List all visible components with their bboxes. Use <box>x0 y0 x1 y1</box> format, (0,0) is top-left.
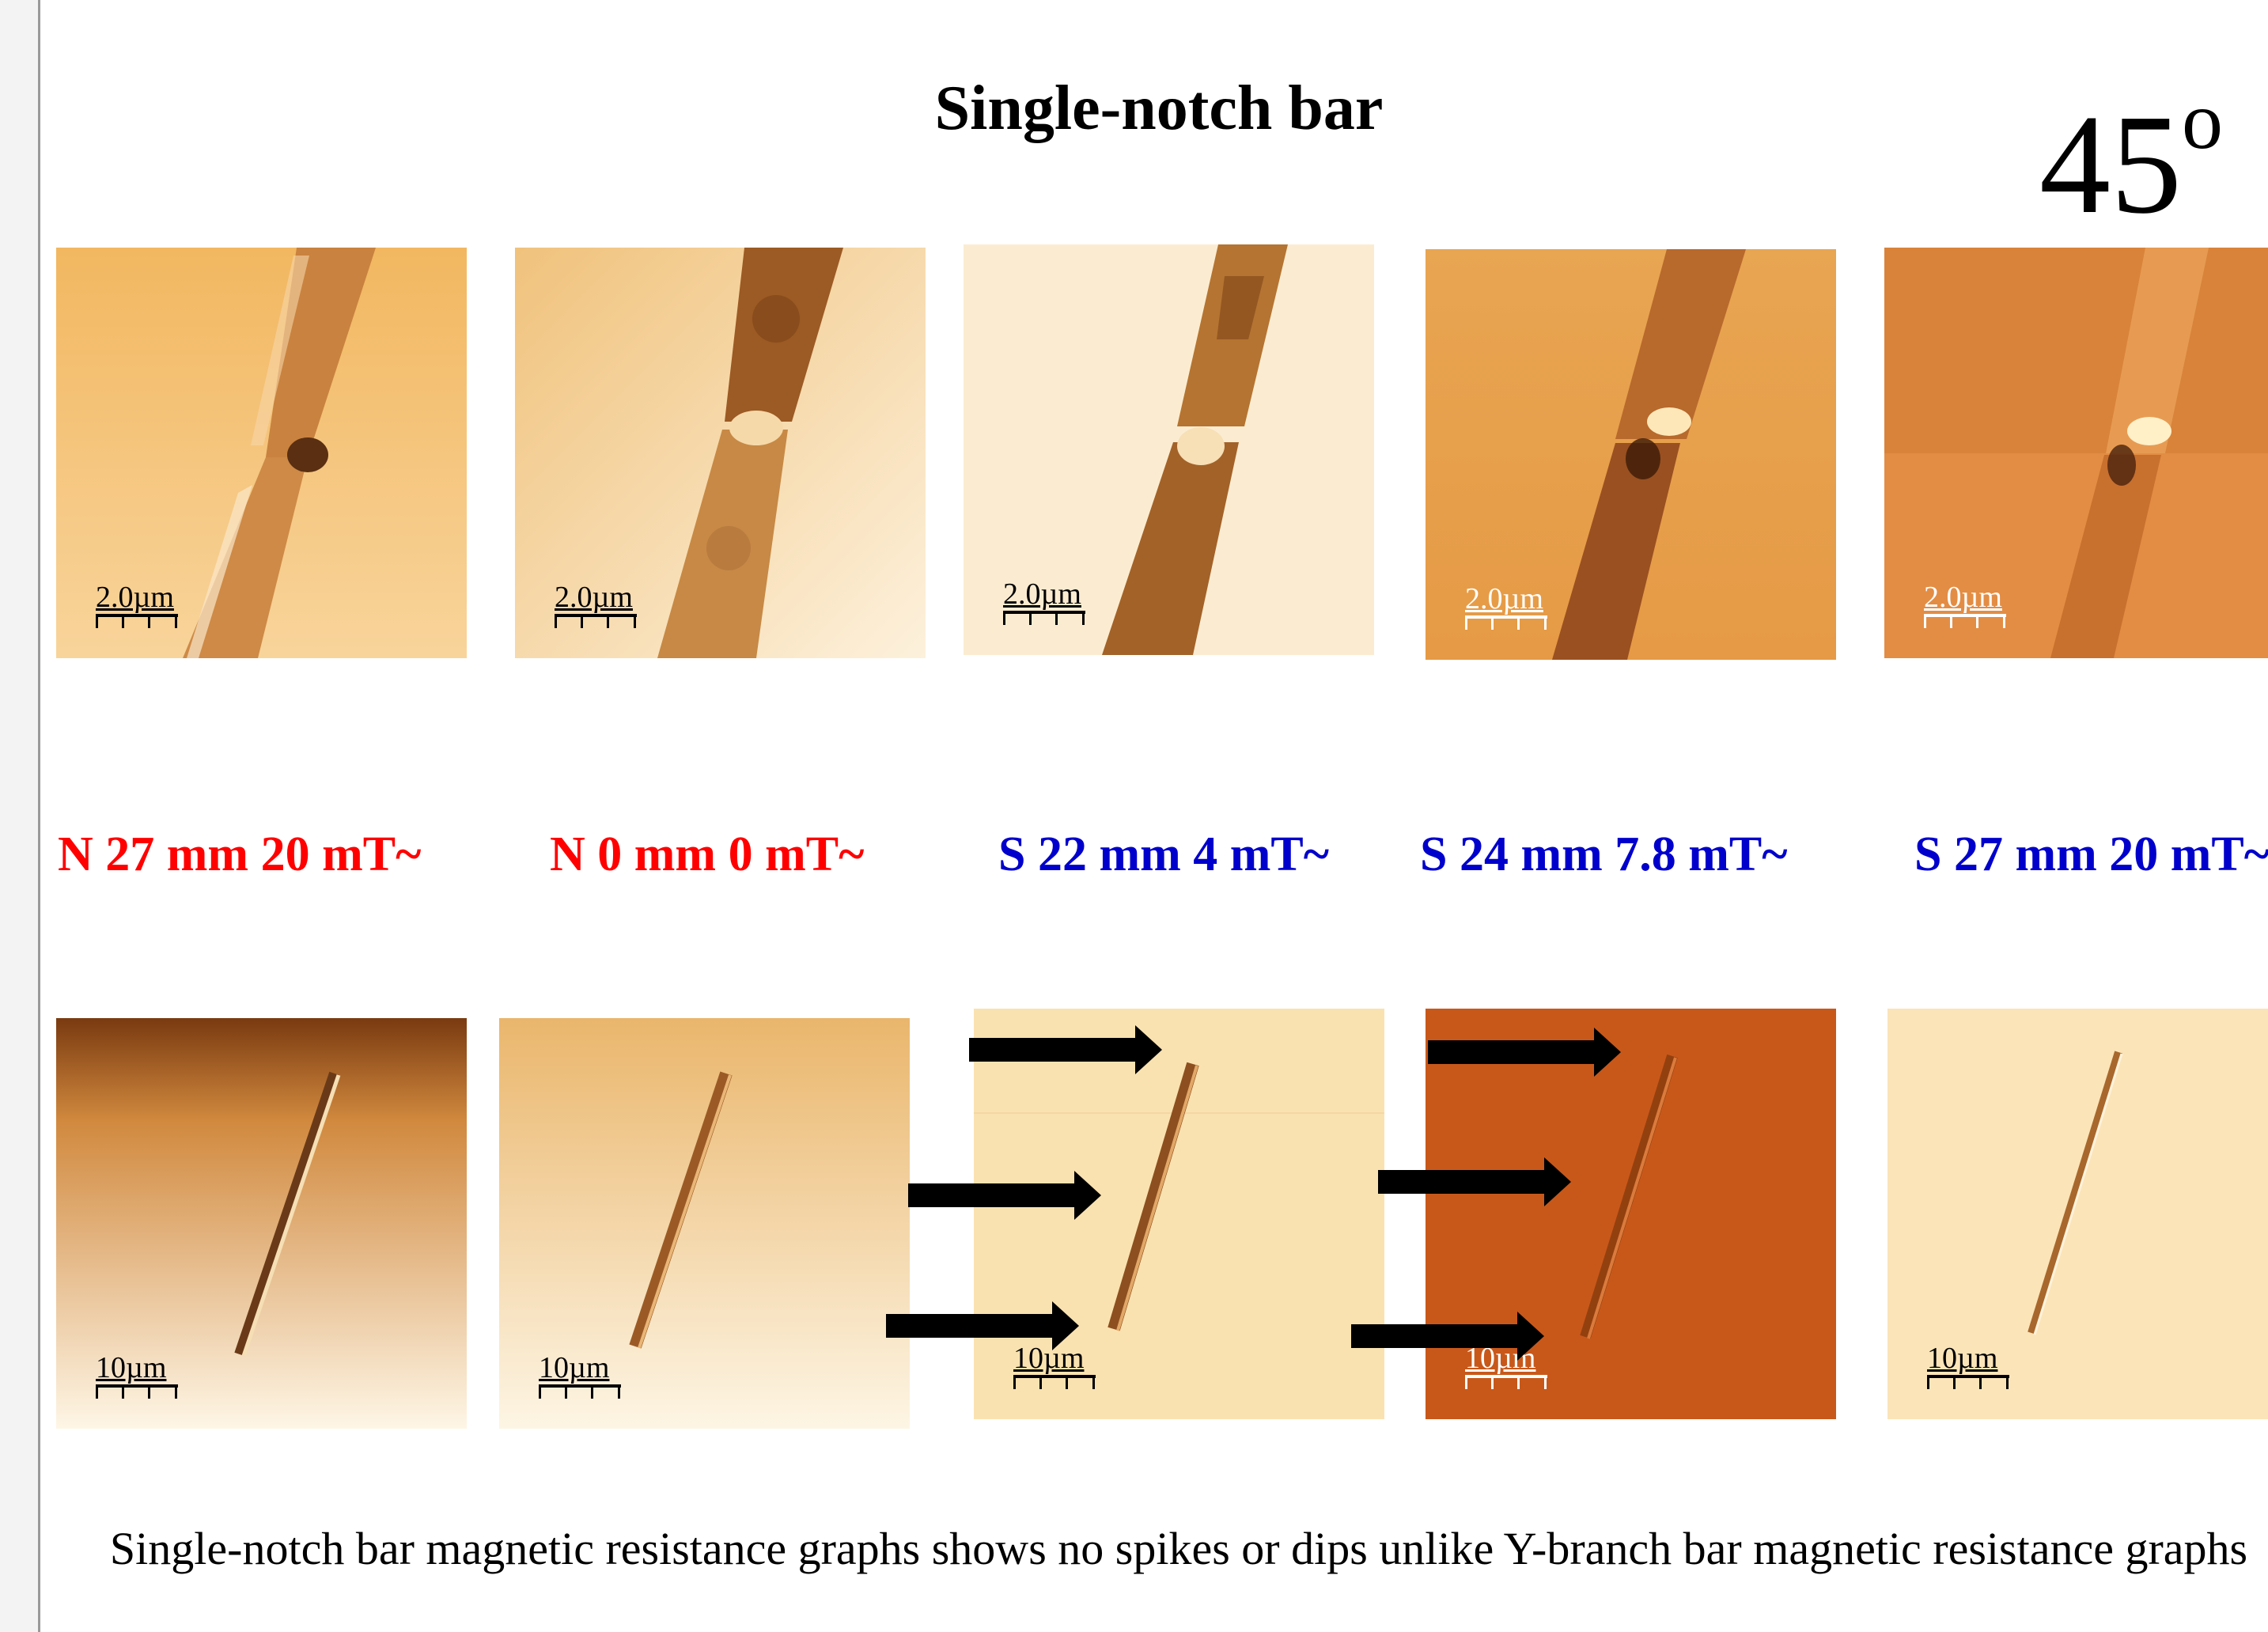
scale-bar: 10µm <box>1927 1343 2009 1391</box>
scale-bar: 10µm <box>539 1353 621 1400</box>
scale-bar: 2.0µm <box>1003 579 1085 627</box>
page-title: Single-notch bar <box>934 74 1384 143</box>
arrow-annotation <box>1378 1157 1571 1206</box>
mfm-overview-image-4: 10µm <box>1426 1009 1836 1419</box>
condition-label-5: S 27 mm 20 mT~ <box>1914 827 2268 881</box>
arrow-annotation <box>908 1171 1101 1220</box>
mfm-overview-image-5: 10µm <box>1887 1009 2268 1419</box>
scale-bar: 10µm <box>96 1353 178 1400</box>
scale-bar: 10µm <box>1013 1343 1096 1391</box>
mfm-closeup-image-5: 2.0µm <box>1884 248 2268 658</box>
arrow-annotation <box>1351 1312 1544 1361</box>
mfm-overview-image-2: 10µm <box>499 1018 910 1429</box>
arrow-annotation <box>1428 1028 1621 1077</box>
scale-bar: 2.0µm <box>1924 582 2006 630</box>
angle-label: 45o <box>2039 75 2223 243</box>
scale-bar: 2.0µm <box>1465 584 1547 631</box>
mfm-closeup-image-3: 2.0µm <box>964 244 1374 655</box>
mfm-overview-image-3: 10µm <box>974 1009 1384 1419</box>
mfm-closeup-image-1: 2.0µm <box>56 248 467 658</box>
condition-label-3: S 22 mm 4 mT~ <box>998 827 1330 881</box>
scale-bar: 2.0µm <box>555 582 637 630</box>
left-border <box>0 0 40 1632</box>
caption: Single-notch bar magnetic resistance gra… <box>109 1523 2248 1574</box>
condition-label-2: N 0 mm 0 mT~ <box>550 827 865 881</box>
scale-bar: 2.0µm <box>96 582 178 630</box>
condition-label-4: S 24 mm 7.8 mT~ <box>1420 827 1788 881</box>
condition-label-1: N 27 mm 20 mT~ <box>58 827 422 881</box>
arrow-annotation <box>969 1025 1162 1074</box>
arrow-annotation <box>886 1301 1079 1350</box>
mfm-closeup-image-4: 2.0µm <box>1426 249 1836 660</box>
mfm-closeup-image-2: 2.0µm <box>515 248 926 658</box>
mfm-overview-image-1: 10µm <box>56 1018 467 1429</box>
